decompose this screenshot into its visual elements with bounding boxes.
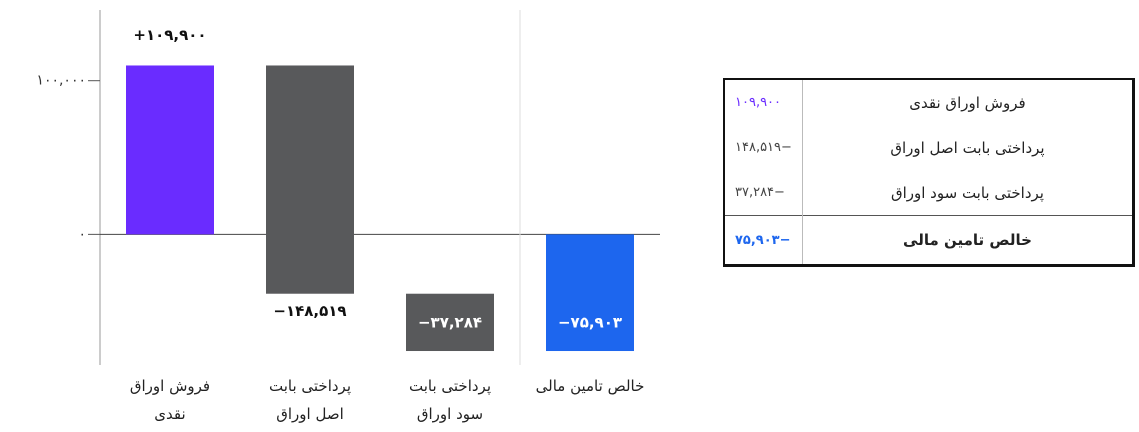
- row-value: −۱۴۸,۵۱۹: [735, 140, 792, 155]
- table-row: خالص تامین مالی −۷۵,۹۰۳: [724, 215, 1134, 266]
- x-tick-label: پرداختی بابت اصل اوراق: [268, 377, 352, 423]
- x-tick-label: خالص تامین مالی: [535, 377, 645, 395]
- data-label: +۱۰۹,۹۰۰: [133, 26, 206, 44]
- row-label: فروش اوراق نقدی: [801, 79, 1134, 125]
- bar: [546, 234, 634, 352]
- row-label: خالص تامین مالی: [801, 215, 1134, 266]
- x-tick-label: پرداختی بابت سود اوراق: [408, 377, 492, 423]
- y-tick-label: ۱۰۰,۰۰۰: [36, 73, 86, 89]
- row-label: پرداختی بابت اصل اوراق: [801, 125, 1134, 170]
- data-label: −۷۵,۹۰۳: [558, 314, 622, 332]
- table-row: فروش اوراق نقدی ۱۰۹,۹۰۰: [724, 79, 1134, 125]
- summary-table: فروش اوراق نقدی ۱۰۹,۹۰۰ پرداختی بابت اصل ا…: [723, 78, 1135, 267]
- bar: [406, 293, 494, 352]
- table-row: پرداختی بابت اصل اوراق −۱۴۸,۵۱۹: [724, 125, 1134, 170]
- row-value: ۱۰۹,۹۰۰: [735, 95, 782, 110]
- row-value: −۷۵,۹۰۳: [724, 215, 803, 266]
- x-tick-label: فروش اوراق نقدی: [129, 377, 211, 423]
- row-label: پرداختی بابت سود اوراق: [801, 170, 1134, 216]
- data-label: −۳۷,۲۸۴: [418, 314, 482, 332]
- chart: ۰ ۱۰۰,۰۰۰ +۱۰۹,۹۰۰ −۱۴۸,۵۱۹ −۳۷,۲۸۴ −۷۵,۹۰۳: [36, 10, 660, 365]
- data-label: −۱۴۸,۵۱۹: [273, 302, 346, 320]
- bar: [126, 65, 214, 235]
- table-row: پرداختی بابت سود اوراق −۳۷,۲۸۴: [724, 170, 1134, 216]
- row-value: −۳۷,۲۸۴: [735, 185, 785, 200]
- y-tick-label: ۰: [78, 226, 86, 242]
- bar: [266, 65, 354, 294]
